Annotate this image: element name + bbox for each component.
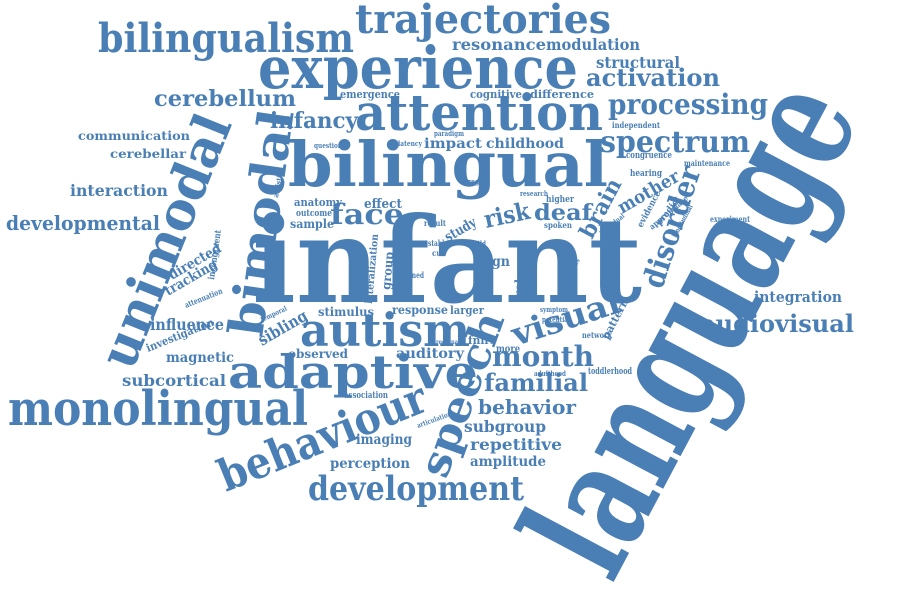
word-result: result: [424, 218, 446, 228]
word-attenuation: attenuation: [183, 286, 224, 310]
word-congruence: congruence: [626, 151, 672, 161]
word-sample: sample: [290, 217, 334, 231]
word-processing: processing: [608, 88, 768, 121]
word-cue: cue: [432, 248, 446, 258]
word-development: development: [308, 469, 524, 509]
word-subcortical: subcortical: [122, 371, 226, 390]
word-integration: integration: [754, 288, 842, 306]
word-resonance: resonance: [452, 35, 546, 54]
word-communication: communication: [78, 129, 190, 143]
word-cerebellar: cerebellar: [110, 147, 187, 161]
word-stable: stable: [428, 238, 448, 248]
word-adulthood: adulthood: [534, 369, 566, 378]
word-symptom: symptom: [540, 305, 568, 314]
word-childhood: childhood: [486, 136, 564, 152]
word-impact: impact: [424, 136, 483, 152]
word-perception: perception: [330, 456, 410, 472]
word-response: response: [392, 303, 448, 317]
word-observed: observed: [288, 347, 349, 361]
word-stimulus: stimulus: [318, 305, 374, 319]
word-behavior: behavior: [478, 395, 576, 419]
word-fnirs: fnirs: [468, 334, 496, 347]
word-anatomy: anatomy: [294, 196, 343, 209]
word-effect: effect: [364, 197, 402, 212]
word-developmental: developmental: [6, 211, 160, 235]
word-interaction: interaction: [70, 181, 168, 200]
word-latency: latency: [398, 139, 423, 148]
word-association: association: [344, 391, 388, 401]
word-hearing: hearing: [630, 169, 663, 179]
word-potential: potential: [542, 315, 570, 324]
word-larger: larger: [450, 304, 484, 317]
word-spoken: spoken: [544, 220, 572, 230]
word-research: research: [520, 189, 548, 198]
word-audiovisual: audiovisual: [700, 309, 854, 338]
word-regional: regional: [436, 339, 461, 346]
word-higher: higher: [546, 195, 574, 205]
word-sign: sign: [480, 254, 510, 270]
word-signed: signed: [402, 270, 424, 280]
word-subgroup: subgroup: [464, 417, 546, 436]
word-spectrum: spectrum: [600, 125, 750, 160]
word-amplitude: amplitude: [470, 454, 546, 470]
word-cognitive: cognitive: [470, 88, 522, 101]
word-more: more: [496, 344, 520, 355]
word-maintenance: maintenance: [684, 158, 730, 168]
word-outcome: outcome: [296, 209, 332, 219]
word-imaging: imaging: [356, 432, 412, 448]
word-bilingualism: bilingualism: [98, 15, 354, 62]
word-auditory: auditory: [396, 346, 465, 362]
word-repetitive: repetitive: [470, 435, 562, 454]
word-structural: structural: [596, 53, 680, 72]
word-toddlerhood: toddlerhood: [588, 367, 632, 377]
word-network: network: [582, 330, 612, 340]
word-modulation: modulation: [546, 35, 640, 54]
word-emergence: emergence: [340, 88, 400, 101]
word-experiment: experiment: [710, 214, 750, 224]
word-difference: difference: [530, 88, 594, 101]
word-question: question: [314, 141, 342, 150]
word-independent: independent: [612, 120, 660, 130]
word-magnetic: magnetic: [166, 350, 234, 366]
word-infancy: infancy: [270, 108, 359, 134]
word-data: data: [472, 247, 486, 256]
word-paradigm: paradigm: [434, 129, 464, 138]
word-region: region: [468, 177, 490, 186]
